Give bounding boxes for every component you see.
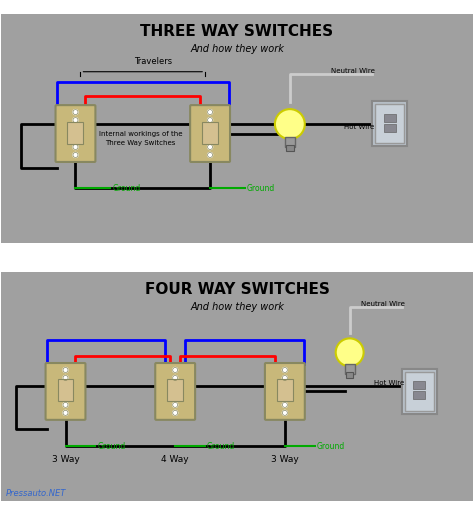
Text: Ground: Ground	[98, 442, 126, 451]
FancyBboxPatch shape	[265, 363, 305, 420]
Text: Ground: Ground	[207, 442, 235, 451]
Circle shape	[73, 110, 78, 115]
Circle shape	[63, 375, 68, 381]
Circle shape	[173, 402, 178, 407]
Bar	[413, 382, 426, 389]
Text: 3 Way: 3 Way	[271, 455, 299, 464]
Text: Hot Wire: Hot Wire	[374, 381, 404, 386]
Circle shape	[173, 375, 178, 381]
Bar	[372, 101, 407, 146]
Circle shape	[283, 375, 287, 381]
Circle shape	[208, 117, 212, 123]
Circle shape	[73, 145, 78, 149]
Circle shape	[283, 402, 287, 407]
Circle shape	[63, 410, 68, 416]
FancyBboxPatch shape	[155, 363, 195, 420]
Bar	[405, 372, 434, 411]
Text: 4 Way: 4 Way	[161, 455, 189, 464]
Bar	[67, 122, 83, 144]
Circle shape	[275, 109, 305, 139]
Circle shape	[173, 368, 178, 372]
Text: And how they work: And how they work	[190, 44, 284, 54]
FancyBboxPatch shape	[190, 105, 230, 162]
Bar	[284, 137, 295, 147]
Text: 3 Way: 3 Way	[52, 455, 79, 464]
Bar	[286, 145, 293, 151]
Text: And how they work: And how they work	[190, 302, 284, 312]
Text: Neutral Wire: Neutral Wire	[331, 67, 374, 74]
Text: Neutral Wire: Neutral Wire	[361, 301, 404, 306]
Bar	[383, 124, 395, 131]
Text: THREE WAY SWITCHES: THREE WAY SWITCHES	[140, 24, 334, 39]
FancyBboxPatch shape	[55, 105, 95, 162]
Text: Internal workings of the
Three Way Switches: Internal workings of the Three Way Switc…	[99, 131, 182, 146]
Text: Travelers: Travelers	[134, 57, 172, 66]
Circle shape	[63, 402, 68, 407]
Text: FOUR WAY SWITCHES: FOUR WAY SWITCHES	[145, 282, 329, 297]
Circle shape	[63, 368, 68, 372]
FancyBboxPatch shape	[46, 363, 85, 420]
Bar	[167, 380, 183, 401]
Circle shape	[283, 410, 287, 416]
Bar	[202, 122, 218, 144]
Circle shape	[173, 410, 178, 416]
Text: Pressauto.NET: Pressauto.NET	[6, 489, 66, 497]
Circle shape	[208, 152, 212, 158]
Bar	[402, 369, 437, 414]
Bar	[346, 372, 353, 379]
Circle shape	[73, 117, 78, 123]
Circle shape	[283, 368, 287, 372]
Circle shape	[336, 338, 364, 366]
Circle shape	[208, 110, 212, 115]
Text: Ground: Ground	[112, 184, 141, 193]
Bar	[383, 114, 395, 122]
Text: Ground: Ground	[317, 442, 345, 451]
Circle shape	[73, 152, 78, 158]
Bar	[375, 104, 404, 143]
Bar	[413, 391, 426, 400]
Bar	[57, 380, 73, 401]
Circle shape	[208, 145, 212, 149]
Text: Ground: Ground	[247, 184, 275, 193]
Text: Hot Wire: Hot Wire	[344, 124, 374, 130]
Bar	[277, 380, 293, 401]
Bar	[345, 364, 355, 374]
